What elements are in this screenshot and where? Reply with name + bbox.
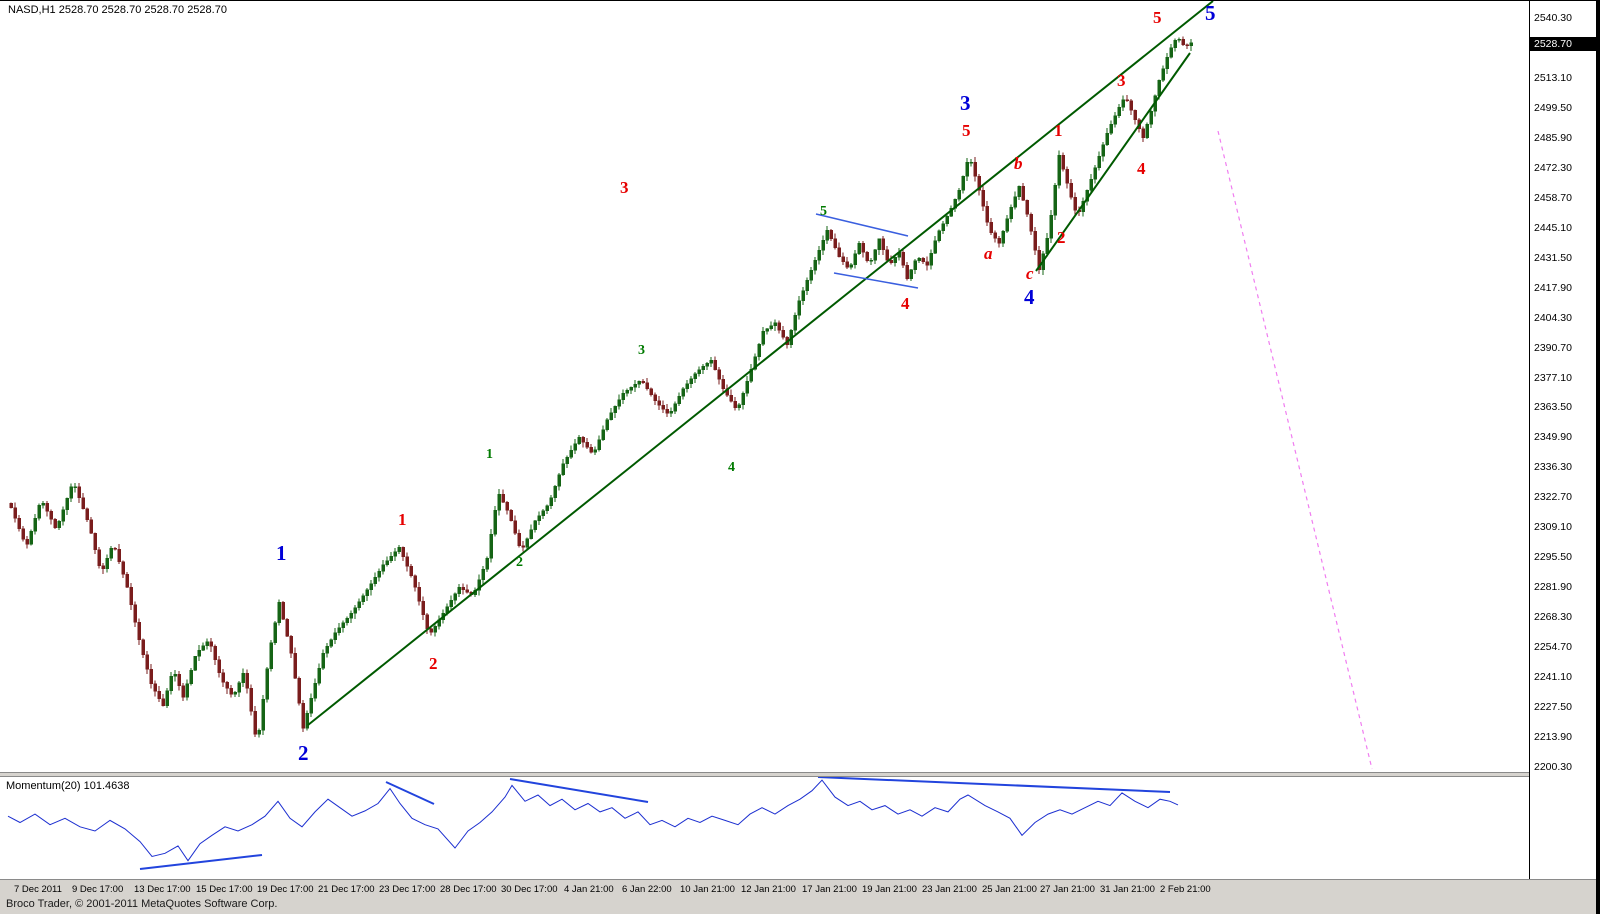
time-label: 6 Jan 22:00	[622, 884, 672, 895]
candles-layer	[9, 36, 1193, 738]
price-tick: 2213.90	[1534, 731, 1572, 744]
time-label: 17 Jan 21:00	[802, 884, 857, 895]
time-label: 15 Dec 17:00	[196, 884, 253, 895]
wave-label-red-5[interactable]: 5	[1153, 8, 1162, 27]
momentum-trendlines-layer[interactable]	[139, 776, 1171, 870]
price-tick: 2268.30	[1534, 611, 1572, 624]
wave-label-red-1[interactable]: 1	[1054, 121, 1063, 140]
wave-label-blue-2[interactable]: 2	[298, 741, 309, 765]
wave-label-red-4[interactable]: 4	[1137, 159, 1146, 178]
price-tick: 2227.50	[1534, 701, 1572, 714]
wave-label-blue-4[interactable]: 4	[1024, 285, 1035, 309]
wave-label-red-5[interactable]: 5	[962, 121, 971, 140]
price-tick: 2431.50	[1534, 251, 1572, 264]
time-label: 7 Dec 2011	[14, 884, 62, 895]
indicator-label: Momentum(20) 101.4638	[6, 780, 130, 792]
time-axis[interactable]: 7 Dec 2011 9 Dec 17:00 13 Dec 17:00 15 Dec …	[0, 879, 1600, 914]
time-label: 9 Dec 17:00	[72, 884, 124, 895]
wave-label-blue-3[interactable]: 3	[960, 91, 971, 115]
time-label: 21 Dec 17:00	[318, 884, 375, 895]
price-tick: 2200.30	[1534, 761, 1572, 773]
wave-label-red-letter-b[interactable]: b	[1014, 154, 1023, 173]
wave-label-green-3[interactable]: 3	[638, 343, 645, 358]
time-label: 19 Jan 21:00	[862, 884, 917, 895]
price-axis[interactable]: 2540.302526.702513.102499.502485.902472.…	[1529, 1, 1596, 879]
trendlines-layer[interactable]	[307, 1, 1373, 770]
time-label: 13 Dec 17:00	[134, 884, 191, 895]
price-tick: 2404.30	[1534, 311, 1572, 324]
price-tick: 2295.50	[1534, 551, 1572, 564]
wave-label-green-2[interactable]: 2	[516, 555, 523, 570]
wave-label-red-2[interactable]: 2	[1057, 228, 1066, 247]
time-label: 12 Jan 21:00	[741, 884, 796, 895]
wave-label-red-3[interactable]: 3	[620, 178, 629, 197]
wave-label-red-4[interactable]: 4	[901, 294, 910, 313]
price-tick: 2377.10	[1534, 371, 1572, 384]
price-tick: 2445.10	[1534, 221, 1572, 234]
price-tick: 2485.90	[1534, 131, 1572, 144]
time-label: 23 Dec 17:00	[379, 884, 436, 895]
time-label: 28 Dec 17:00	[440, 884, 497, 895]
time-label: 19 Dec 17:00	[257, 884, 314, 895]
price-tick: 2281.90	[1534, 581, 1572, 594]
price-tick: 2513.10	[1534, 71, 1572, 84]
momentum-indicator-layer	[7, 779, 1179, 862]
price-tick: 2349.90	[1534, 431, 1572, 444]
pane-divider[interactable]	[0, 772, 1600, 777]
time-label: 27 Jan 21:00	[1040, 884, 1095, 895]
time-label: 10 Jan 21:00	[680, 884, 735, 895]
price-tick: 2390.70	[1534, 341, 1572, 354]
time-label: 23 Jan 21:00	[922, 884, 977, 895]
time-label: 30 Dec 17:00	[501, 884, 558, 895]
wave-label-red-letter-a[interactable]: a	[984, 244, 993, 263]
wave-label-red-1[interactable]: 1	[398, 510, 407, 529]
price-tick: 2540.30	[1534, 12, 1572, 24]
wave-label-red-3[interactable]: 3	[1117, 71, 1126, 90]
price-tick: 2363.50	[1534, 401, 1572, 414]
wave-label-green-5[interactable]: 5	[820, 204, 827, 219]
current-price-box: 2528.70	[1530, 37, 1596, 51]
price-tick: 2254.70	[1534, 641, 1572, 654]
price-tick: 2472.30	[1534, 161, 1572, 174]
price-tick: 2241.10	[1534, 671, 1572, 684]
price-tick: 2309.10	[1534, 521, 1572, 534]
chart-title: NASD,H1 2528.70 2528.70 2528.70 2528.70	[8, 4, 227, 16]
wave-label-red-2[interactable]: 2	[429, 654, 438, 673]
price-tick: 2499.50	[1534, 101, 1572, 114]
time-label: 4 Jan 21:00	[564, 884, 614, 895]
time-label: 31 Jan 21:00	[1100, 884, 1155, 895]
wave-label-blue-5[interactable]: 5	[1205, 1, 1216, 25]
wave-label-green-1[interactable]: 1	[486, 447, 493, 462]
time-label: 2 Feb 21:00	[1160, 884, 1211, 895]
wave-label-red-letter-c[interactable]: c	[1026, 264, 1034, 283]
wave-label-green-4[interactable]: 4	[728, 460, 735, 475]
price-tick: 2458.70	[1534, 191, 1572, 204]
time-label: 25 Jan 21:00	[982, 884, 1037, 895]
price-tick: 2336.30	[1534, 461, 1572, 474]
price-tick: 2417.90	[1534, 281, 1572, 294]
price-tick: 2322.70	[1534, 491, 1572, 504]
copyright-text: Broco Trader, © 2001-2011 MetaQuotes Sof…	[6, 898, 278, 910]
window-right-border	[1596, 1, 1600, 914]
wave-label-blue-1[interactable]: 1	[276, 541, 287, 565]
